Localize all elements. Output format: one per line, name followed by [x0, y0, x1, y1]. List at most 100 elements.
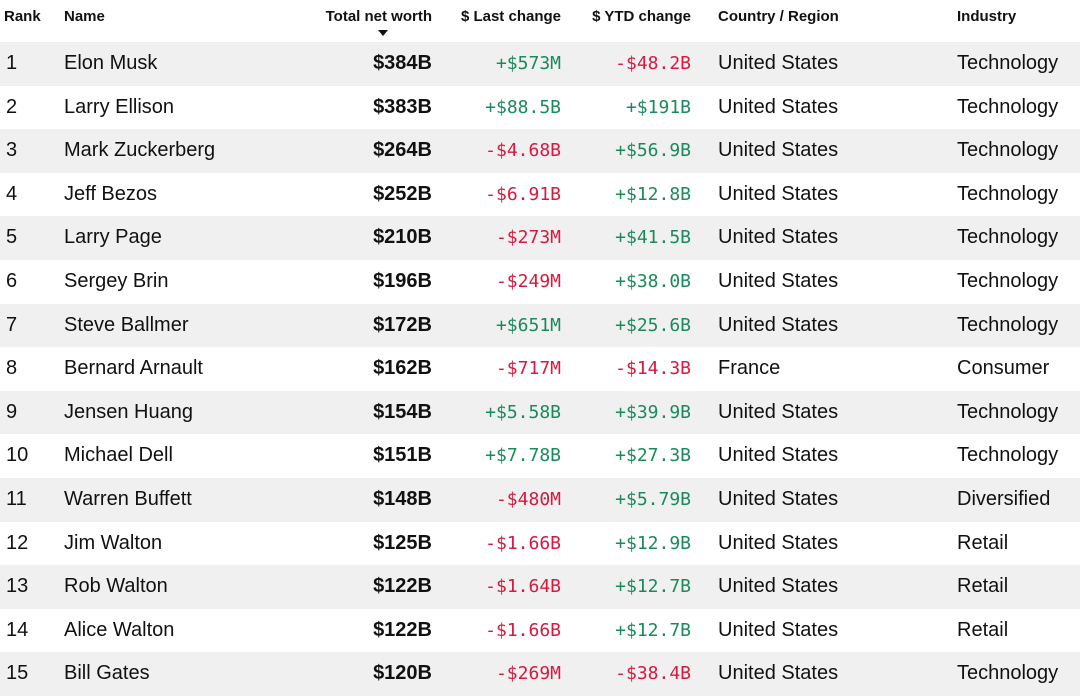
name-link[interactable]: Jim Walton: [64, 531, 163, 554]
last-change-cell: +$573M: [495, 53, 561, 74]
name-link[interactable]: Warren Buffett: [64, 487, 192, 510]
header-country-region[interactable]: Country / Region: [718, 8, 839, 25]
net-worth-cell: $172B: [373, 313, 432, 336]
net-worth-cell: $120B: [373, 662, 432, 685]
name-link[interactable]: Rob Walton: [64, 575, 168, 598]
ytd-change-cell: +$12.8B: [615, 183, 691, 205]
table-row[interactable]: 5 Larry Page $210B -$273M +$41.5B United Stat…: [0, 216, 1080, 260]
country-cell: United States: [718, 618, 839, 641]
industry-cell: Technology: [957, 52, 1059, 74]
last-change-cell: +$7.78B: [485, 445, 561, 467]
header-last-change[interactable]: $ Last change: [460, 8, 561, 25]
last-change-cell: -$717M: [495, 358, 561, 380]
net-worth-cell: $210B: [373, 226, 432, 249]
rank-cell: 2: [6, 95, 18, 118]
name-link[interactable]: Bernard Arnault: [64, 357, 203, 380]
table-row[interactable]: 8 Bernard Arnault $162B -$717M -$14.3B France…: [0, 347, 1080, 391]
ytd-change-cell: +$27.3B: [615, 445, 691, 467]
rank-cell: 13: [6, 575, 29, 598]
rank-cell: 8: [6, 357, 18, 380]
table-row[interactable]: 3 Mark Zuckerberg $264B -$4.68B +$56.9B Unite…: [0, 129, 1080, 173]
last-change-cell: -$249M: [495, 270, 561, 292]
industry-cell: Technology: [957, 444, 1059, 467]
country-cell: United States: [718, 444, 839, 467]
name-link[interactable]: Bill Gates: [64, 662, 150, 685]
industry-cell: Technology: [957, 313, 1059, 336]
name-link[interactable]: Larry Page: [64, 226, 162, 249]
table-row[interactable]: 1 Elon Musk $384B +$573M -$48.2B United State…: [0, 42, 1080, 86]
rank-cell: 4: [6, 182, 18, 205]
table-row[interactable]: 9 Jensen Huang $154B +$5.58B +$39.9B United S…: [0, 390, 1080, 435]
industry-cell: Technology: [957, 139, 1059, 162]
industry-cell: Consumer: [957, 357, 1050, 380]
country-cell: United States: [718, 487, 839, 510]
industry-cell: Technology: [957, 95, 1059, 118]
rank-cell: 12: [6, 531, 29, 554]
table-row[interactable]: 2 Larry Ellison $383B +$88.5B +$191B United S…: [0, 86, 1080, 130]
name-link[interactable]: Alice Walton: [64, 618, 175, 641]
header-net-worth[interactable]: Total net worth: [325, 8, 432, 25]
industry-cell: Diversified: [957, 487, 1051, 510]
table-row[interactable]: 14 Alice Walton $122B -$1.66B +$12.7B United …: [0, 609, 1080, 653]
ytd-change-cell: -$48.2B: [615, 53, 691, 74]
table-row[interactable]: 6 Sergey Brin $196B -$249M +$38.0B United Sta…: [0, 260, 1080, 304]
net-worth-cell: $196B: [373, 269, 432, 292]
net-worth-cell: $162B: [373, 357, 432, 380]
last-change-cell: -$6.91B: [485, 183, 561, 205]
name-link[interactable]: Michael Dell: [64, 444, 173, 467]
table-row[interactable]: 10 Michael Dell $151B +$7.78B +$27.3B United …: [0, 434, 1080, 478]
net-worth-cell: $122B: [373, 618, 432, 641]
ytd-change-cell: +$191B: [625, 96, 691, 118]
ytd-change-cell: +$12.7B: [615, 576, 691, 598]
country-cell: France: [718, 357, 781, 380]
last-change-cell: +$5.58B: [485, 401, 561, 423]
table-row[interactable]: 12 Jim Walton $125B -$1.66B +$12.9B United St…: [0, 522, 1080, 566]
table-row[interactable]: 15 Bill Gates $120B -$269M -$38.4B United Sta…: [0, 652, 1080, 696]
last-change-cell: -$273M: [495, 227, 561, 249]
country-cell: United States: [718, 575, 839, 598]
header-rank[interactable]: Rank: [4, 8, 41, 25]
last-change-cell: -$1.66B: [485, 532, 561, 554]
ytd-change-cell: +$25.6B: [615, 314, 691, 336]
caret-down-icon[interactable]: [378, 30, 388, 36]
ytd-change-cell: +$41.5B: [615, 227, 691, 249]
header-ytd-change[interactable]: $ YTD change: [592, 8, 691, 25]
net-worth-cell: $151B: [373, 444, 432, 467]
table-header: Rank Name Total net worth $ Last change …: [0, 0, 1080, 42]
country-cell: United States: [718, 95, 839, 118]
industry-cell: Retail: [957, 531, 1009, 554]
rank-cell: 15: [6, 662, 29, 685]
table-body: 1 Elon Musk $384B +$573M -$48.2B United State…: [0, 42, 1080, 696]
table-row[interactable]: 4 Jeff Bezos $252B -$6.91B +$12.8B United Sta…: [0, 173, 1080, 217]
table-row[interactable]: 7 Steve Ballmer $172B +$651M +$25.6B United S…: [0, 303, 1080, 348]
name-link[interactable]: Sergey Brin: [64, 269, 169, 292]
name-link[interactable]: Steve Ballmer: [64, 313, 189, 336]
header-industry[interactable]: Industry: [957, 8, 1017, 25]
industry-cell: Retail: [957, 575, 1009, 598]
rank-cell: 7: [6, 313, 18, 336]
industry-cell: Technology: [957, 400, 1059, 423]
net-worth-cell: $383B: [373, 95, 432, 118]
rank-cell: 11: [6, 487, 27, 510]
table-row[interactable]: 13 Rob Walton $122B -$1.64B +$12.7B United St…: [0, 565, 1080, 609]
net-worth-cell: $384B: [373, 52, 432, 74]
last-change-cell: -$1.66B: [485, 619, 561, 641]
net-worth-cell: $122B: [373, 575, 432, 598]
name-link[interactable]: Jensen Huang: [64, 400, 193, 423]
industry-cell: Technology: [957, 662, 1059, 685]
net-worth-cell: $264B: [373, 139, 432, 162]
header-name[interactable]: Name: [64, 8, 105, 25]
name-link[interactable]: Elon Musk: [64, 52, 158, 74]
country-cell: United States: [718, 531, 839, 554]
name-link[interactable]: Jeff Bezos: [64, 182, 158, 205]
name-link[interactable]: Larry Ellison: [64, 95, 175, 118]
ytd-change-cell: +$12.9B: [615, 532, 691, 554]
name-link[interactable]: Mark Zuckerberg: [64, 139, 216, 162]
net-worth-cell: $148B: [373, 487, 432, 510]
country-cell: United States: [718, 400, 839, 423]
ytd-change-cell: -$14.3B: [615, 358, 691, 380]
table-row[interactable]: 11 Warren Buffett $148B -$480M +$5.79B United…: [0, 477, 1080, 522]
country-cell: United States: [718, 52, 839, 74]
rank-cell: 10: [6, 444, 29, 467]
